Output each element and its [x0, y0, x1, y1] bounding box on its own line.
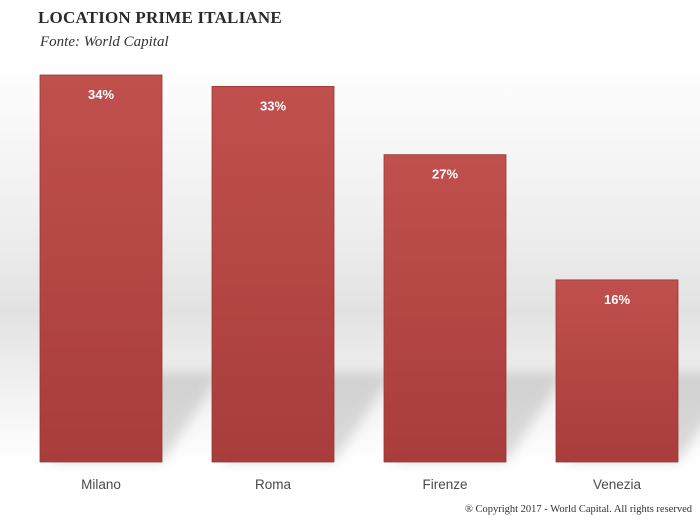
- category-label: Roma: [255, 477, 292, 492]
- data-label: 16%: [604, 292, 630, 307]
- category-label: Firenze: [422, 477, 467, 492]
- copyright-notice: ® Copyright 2017 - World Capital. All ri…: [464, 504, 692, 515]
- category-label: Milano: [81, 477, 121, 492]
- category-labels-group: Milano Roma Firenze Venezia: [81, 477, 641, 492]
- bar-firenze: [383, 154, 507, 463]
- bar-milano: [39, 74, 163, 463]
- bar-roma: [211, 85, 335, 463]
- chart-title: LOCATION PRIME ITALIANE: [38, 8, 282, 27]
- category-label: Venezia: [593, 477, 642, 492]
- data-label: 27%: [432, 167, 458, 182]
- bar-venezia: [555, 279, 679, 463]
- chart-source: Fonte: World Capital: [40, 34, 169, 50]
- bars-group: [39, 74, 679, 463]
- data-label: 33%: [260, 98, 286, 113]
- data-label: 34%: [88, 87, 114, 102]
- data-labels-group: 34% 33% 27% 16%: [88, 87, 630, 307]
